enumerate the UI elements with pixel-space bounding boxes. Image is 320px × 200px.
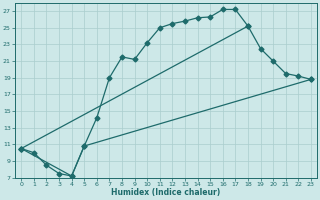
X-axis label: Humidex (Indice chaleur): Humidex (Indice chaleur) — [111, 188, 221, 197]
